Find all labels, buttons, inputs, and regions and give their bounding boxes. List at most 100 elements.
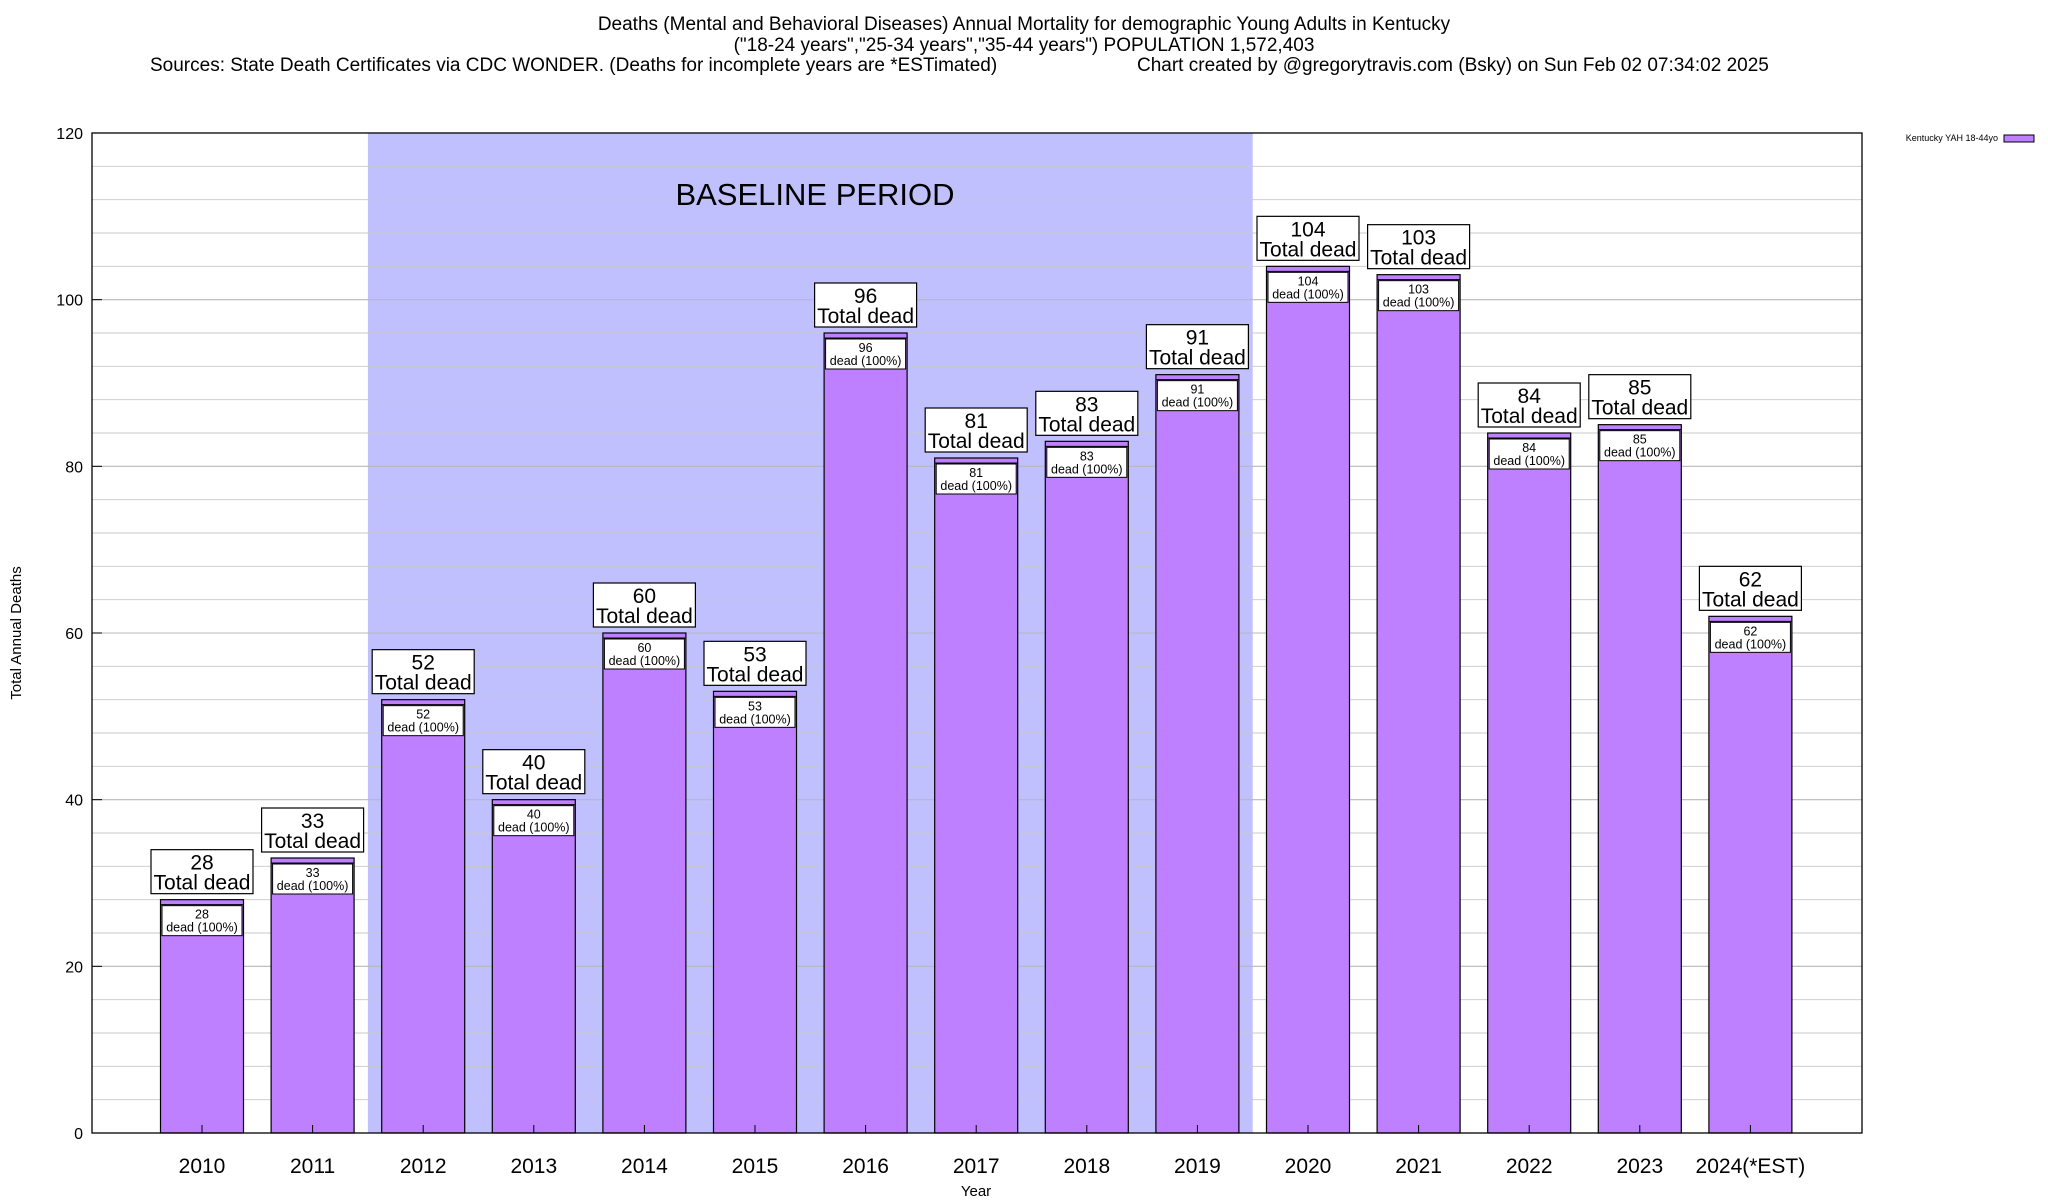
top-label-text: Total dead <box>1370 247 1467 270</box>
inner-label-value: 85 <box>1633 433 1647 447</box>
top-label-box <box>1035 390 1139 436</box>
top-label-box <box>1477 382 1581 428</box>
inner-label-text: dead (100%) <box>830 354 902 368</box>
top-label-value: 62 <box>1739 568 1762 591</box>
top-label-box <box>1256 215 1360 261</box>
top-label-box <box>1698 565 1803 611</box>
inner-label-text: dead (100%) <box>1051 462 1123 476</box>
inner-label-value: 84 <box>1522 441 1536 455</box>
top-label-box <box>1366 224 1471 270</box>
top-label-text: Total dead <box>1481 405 1578 428</box>
top-label-value: 103 <box>1401 227 1436 250</box>
inner-label-text: dead (100%) <box>719 712 791 726</box>
inner-label-value: 52 <box>416 708 430 722</box>
inner-label-text: dead (100%) <box>1604 446 1676 460</box>
top-label-box <box>813 282 918 328</box>
inner-label-value: 60 <box>637 641 651 655</box>
inner-label-text: dead (100%) <box>277 879 349 893</box>
y-tick-label: 60 <box>65 626 83 643</box>
legend-swatch <box>2003 134 2035 143</box>
inner-label-box <box>1599 430 1681 462</box>
inner-label-text: dead (100%) <box>1272 287 1344 301</box>
x-tick-label: 2012 <box>400 1155 447 1178</box>
inner-label-value: 103 <box>1408 283 1429 297</box>
x-tick-label: 2019 <box>1174 1155 1221 1178</box>
x-tick-label: 2023 <box>1616 1155 1663 1178</box>
bar <box>159 899 245 1134</box>
top-label-value: 83 <box>1075 393 1098 416</box>
top-label-box <box>1145 324 1250 370</box>
plot-frame <box>91 132 1863 1134</box>
inner-label-value: 96 <box>859 341 873 355</box>
inner-label-box <box>1156 380 1238 412</box>
top-label-text: Total dead <box>817 305 914 328</box>
x-tick-label: 2015 <box>732 1155 779 1178</box>
y-tick-label: 20 <box>65 959 83 976</box>
bar <box>823 332 908 1134</box>
top-label-text: Total dead <box>596 605 693 628</box>
top-label-text: Total dead <box>928 430 1025 453</box>
inner-label-text: dead (100%) <box>1383 296 1455 310</box>
chart-source-note: Sources: State Death Certificates via CD… <box>150 55 997 76</box>
inner-label-box <box>825 338 907 370</box>
top-label-value: 28 <box>190 852 213 875</box>
x-tick-label: 2020 <box>1285 1155 1332 1178</box>
bar <box>1487 432 1572 1134</box>
bar <box>1155 374 1240 1134</box>
inner-label-box <box>272 863 354 895</box>
inner-label-value: 53 <box>748 699 762 713</box>
inner-label-value: 40 <box>527 808 541 822</box>
x-axis-label: Year <box>961 1183 991 1200</box>
inner-label-value: 81 <box>969 466 983 480</box>
bar <box>1376 274 1461 1134</box>
chart-title: Deaths (Mental and Behavioral Diseases) … <box>598 14 1451 35</box>
inner-label-text: dead (100%) <box>387 721 459 735</box>
inner-label-text: dead (100%) <box>1493 454 1565 468</box>
top-label-value: 84 <box>1518 385 1542 408</box>
x-tick-label: 2024(*EST) <box>1696 1155 1806 1178</box>
top-label-text: Total dead <box>154 872 251 895</box>
bar <box>381 699 466 1134</box>
top-label-box <box>482 749 586 795</box>
inner-label-text: dead (100%) <box>498 821 570 835</box>
inner-label-text: dead (100%) <box>1715 637 1787 651</box>
bar <box>934 457 1019 1134</box>
top-label-box <box>150 849 254 895</box>
y-axis-label: Total Annual Deaths <box>8 566 25 699</box>
y-tick-label: 40 <box>65 793 83 810</box>
inner-label-text: dead (100%) <box>1162 396 1234 410</box>
bar <box>1597 424 1682 1134</box>
inner-label-box <box>1709 621 1791 653</box>
inner-label-value: 91 <box>1190 383 1204 397</box>
top-label-box <box>371 649 475 695</box>
top-label-box <box>592 582 697 628</box>
inner-label-value: 33 <box>306 866 320 880</box>
x-tick-label: 2014 <box>621 1155 668 1178</box>
top-label-value: 104 <box>1290 218 1325 241</box>
top-label-box <box>261 807 365 853</box>
y-tick-label: 120 <box>56 126 83 143</box>
inner-label-box <box>1046 446 1128 478</box>
inner-label-box <box>161 905 243 937</box>
inner-label-value: 62 <box>1743 624 1757 638</box>
x-tick-label: 2018 <box>1063 1155 1110 1178</box>
top-label-text: Total dead <box>1038 413 1135 436</box>
bar <box>1708 615 1793 1134</box>
top-label-value: 60 <box>633 585 656 608</box>
top-label-box <box>1588 374 1692 420</box>
top-label-text: Total dead <box>1260 238 1357 261</box>
y-tick-label: 80 <box>65 459 83 476</box>
top-label-value: 52 <box>412 652 435 675</box>
inner-label-value: 28 <box>195 908 209 922</box>
top-label-text: Total dead <box>707 663 804 686</box>
bar <box>602 632 687 1134</box>
top-label-value: 85 <box>1628 377 1651 400</box>
baseline-period-label: BASELINE PERIOD <box>675 177 954 212</box>
y-tick-label: 100 <box>56 293 83 310</box>
top-label-value: 40 <box>522 752 545 775</box>
inner-label-value: 104 <box>1298 274 1319 288</box>
top-label-box <box>703 640 807 686</box>
bar <box>1044 440 1129 1134</box>
x-tick-label: 2017 <box>953 1155 1000 1178</box>
